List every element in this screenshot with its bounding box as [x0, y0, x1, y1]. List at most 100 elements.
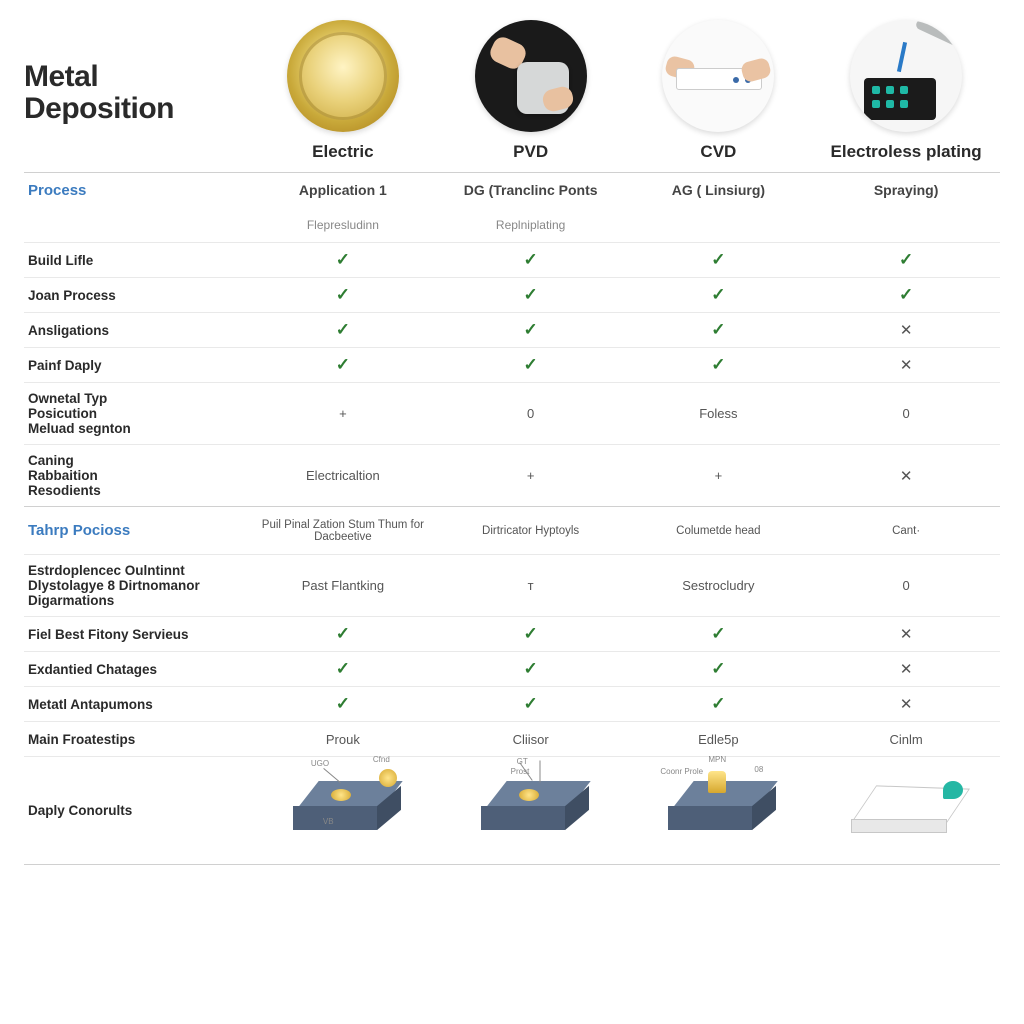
table-row: Exdantied Chatages✓✓✓✕ — [24, 651, 1000, 686]
row-label: Ownetal TypPosicutionMeluad segnton — [24, 387, 249, 440]
check-icon: ✓ — [524, 624, 538, 643]
mini-diagram-2: GT Prost — [437, 763, 625, 859]
cell: 0 — [812, 403, 1000, 424]
section-process: Process Application 1 DG (Tranclinc Pont… — [24, 172, 1000, 207]
table-row: Build Lifle✓✓✓✓ — [24, 242, 1000, 277]
method-pvd: PVD — [437, 20, 625, 162]
method-name: Electroless plating — [812, 142, 1000, 162]
table-row: Ansligations✓✓✓✕ — [24, 312, 1000, 347]
cell-text: Cliisor — [513, 732, 549, 747]
cell-text: + — [339, 406, 347, 421]
check-icon: ✓ — [524, 659, 538, 678]
row-label: Metatl Antapumons — [24, 693, 249, 716]
cell-text: Foless — [699, 406, 737, 421]
sec2-cell: Columetde head — [625, 522, 813, 540]
cell: т — [437, 575, 625, 596]
app-header: Application 1 — [249, 179, 437, 201]
check-icon: ✓ — [524, 285, 538, 304]
header-row: Metal Deposition Electric PVD CVD — [24, 20, 1000, 162]
table-row: Ownetal TypPosicutionMeluad segnton +0 Fol… — [24, 382, 1000, 444]
cell: ✓ — [437, 691, 625, 717]
sec2-cell: Puil Pinal Zation Stum Thum for Dacbeeti… — [249, 516, 437, 546]
mini-diagram-1: UGO Cfnd VB — [249, 763, 437, 859]
check-icon: ✓ — [524, 694, 538, 713]
app-header: AG ( Linsiurg) — [625, 179, 813, 201]
cell: ✓ — [625, 317, 813, 343]
cell: ✓ — [625, 621, 813, 647]
cell: ✕ — [812, 464, 1000, 488]
section-label: Process — [24, 178, 249, 203]
section-tahrp: Tahrp Pocioss Puil Pinal Zation Stum Thu… — [24, 506, 1000, 554]
cell: Foless — [625, 403, 813, 424]
cell: ✓ — [437, 247, 625, 273]
table-row: CaningRabbaitionResodients Electricaltion… — [24, 444, 1000, 506]
cell: ✓ — [812, 282, 1000, 308]
bottom-rule — [24, 864, 1000, 873]
cell-text: + — [715, 468, 723, 483]
diagram-label: Daply Conorults — [24, 799, 249, 822]
cross-icon: ✕ — [900, 696, 913, 713]
check-icon: ✓ — [711, 694, 725, 713]
cross-icon: ✕ — [900, 357, 913, 374]
check-icon: ✓ — [336, 355, 350, 374]
row-label: Main Froatestips — [24, 728, 249, 751]
check-icon: ✓ — [524, 320, 538, 339]
comparison-chart: Metal Deposition Electric PVD CVD — [0, 0, 1024, 1024]
sub-label — [812, 222, 1000, 228]
cell: Electricaltion — [249, 465, 437, 486]
cell-text: Electricaltion — [306, 468, 380, 483]
method-electroless: Electroless plating — [812, 20, 1000, 162]
coin-icon — [287, 20, 399, 132]
cell-text: Edle5p — [698, 732, 738, 747]
cell: ✓ — [625, 282, 813, 308]
cell: + — [437, 465, 625, 486]
mini-diagram-3: MPN Coonr Prole 08 — [625, 763, 813, 859]
row-label: Estrdoplencec OulntinntDlystolagye 8 Dir… — [24, 559, 249, 612]
app-header: DG (Tranclinc Ponts — [437, 179, 625, 201]
table-row: Main FroatestipsProukCliisorEdle5pCinlm — [24, 721, 1000, 756]
cross-icon: ✕ — [900, 322, 913, 339]
pvd-icon — [475, 20, 587, 132]
sub-row: Flepresludinn Replniplating — [24, 207, 1000, 242]
check-icon: ✓ — [336, 659, 350, 678]
cell: ✓ — [437, 621, 625, 647]
cell: 0 — [812, 575, 1000, 596]
check-icon: ✓ — [711, 250, 725, 269]
row-label: Joan Process — [24, 284, 249, 307]
check-icon: ✓ — [711, 285, 725, 304]
cell: ✓ — [625, 352, 813, 378]
check-icon: ✓ — [711, 320, 725, 339]
cell: ✕ — [812, 318, 1000, 342]
check-icon: ✓ — [524, 250, 538, 269]
cell: ✓ — [437, 352, 625, 378]
cell: ✓ — [437, 317, 625, 343]
title-line-2: Deposition — [24, 93, 249, 125]
row-label: Exdantied Chatages — [24, 658, 249, 681]
method-electric: Electric — [249, 20, 437, 162]
cell: Sestrocludry — [625, 575, 813, 596]
cell-text: Past Flantking — [302, 578, 384, 593]
cell-text: 0 — [527, 406, 534, 421]
section-label: Tahrp Pocioss — [24, 518, 249, 543]
row-label: Ansligations — [24, 319, 249, 342]
row-label: CaningRabbaitionResodients — [24, 449, 249, 502]
mini-diagram-4 — [812, 763, 1000, 859]
check-icon: ✓ — [524, 355, 538, 374]
check-icon: ✓ — [899, 285, 913, 304]
cell: ✓ — [812, 247, 1000, 273]
sub-label — [625, 222, 813, 228]
sub-label: Flepresludinn — [249, 215, 437, 235]
cell: ✕ — [812, 622, 1000, 646]
cell: ✓ — [249, 691, 437, 717]
cell: Cliisor — [437, 729, 625, 750]
check-icon: ✓ — [336, 250, 350, 269]
cell: Past Flantking — [249, 575, 437, 596]
table-row: Fiel Best Fitony Servieus✓✓✓✕ — [24, 616, 1000, 651]
cell-text: т — [528, 578, 534, 593]
cell: Edle5p — [625, 729, 813, 750]
table-row: Metatl Antapumons ✓ ✓ ✓ ✕ — [24, 686, 1000, 721]
method-name: CVD — [625, 142, 813, 162]
table-row: Estrdoplencec OulntinntDlystolagye 8 Dir… — [24, 554, 1000, 616]
row-label: Fiel Best Fitony Servieus — [24, 623, 249, 646]
check-icon: ✓ — [336, 694, 350, 713]
